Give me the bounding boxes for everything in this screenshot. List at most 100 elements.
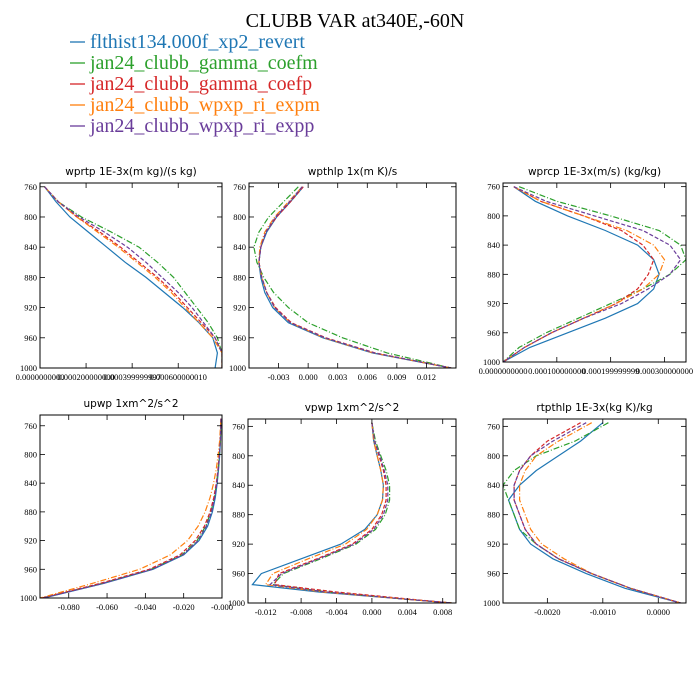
x-tick-label: 0.000399999997: [103, 372, 160, 382]
series-line: [273, 422, 452, 603]
y-tick-label: 960: [24, 564, 37, 574]
x-tick-label: -0.000: [211, 602, 233, 612]
series-line: [507, 422, 681, 603]
series-line: [44, 186, 222, 368]
y-tick-label: 920: [487, 299, 500, 309]
y-tick-label: 800: [24, 449, 37, 459]
series-line: [41, 418, 222, 598]
y-tick-label: 1000: [228, 598, 245, 608]
panel-5: vpwp 1xm^2/s^2 760 800 840 880 920 960 1000 -0.0…: [228, 402, 457, 617]
x-tick-label: 0.000600000010: [150, 372, 207, 382]
x-tick-label: -0.080: [58, 602, 80, 612]
plot-frame: [502, 418, 687, 604]
series-line: [513, 422, 681, 603]
plot-frame: [248, 182, 457, 369]
y-tick-label: 960: [232, 569, 245, 579]
x-tick-label: 0.000199999999: [582, 366, 639, 376]
series-group: [253, 186, 452, 368]
series-group: [503, 186, 686, 362]
plot-frame: [502, 182, 687, 363]
x-tick-label: 0.009: [387, 372, 406, 382]
legend-entry: jan24_clubb_gamma_coefp: [70, 73, 312, 95]
x-tick-label: 0.000100000000: [528, 366, 585, 376]
x-tick-label: 0.008: [433, 607, 452, 617]
y-tick-label: 1000: [483, 598, 500, 608]
y-tick-label: 880: [487, 510, 500, 520]
series-line: [44, 186, 219, 368]
y-tick-label: 760: [233, 182, 246, 192]
x-tick-label: -0.040: [134, 602, 156, 612]
series-line: [42, 418, 222, 598]
x-tick-label: 0.004: [398, 607, 418, 617]
y-tick-label: 800: [233, 212, 246, 222]
y-tick-label: 840: [232, 480, 245, 490]
series-line: [258, 186, 452, 368]
y-tick-label: 760: [232, 421, 245, 431]
y-tick-label: 1000: [483, 357, 500, 367]
panel-title: wpthlp 1x(m K)/s: [308, 166, 398, 178]
series-line: [44, 186, 222, 368]
plot-frame: [39, 414, 223, 599]
x-tick-label: -0.0010: [590, 607, 616, 617]
figure-title: CLUBB VAR at340E,-60N: [246, 10, 465, 32]
panel-title: upwp 1xm^2/s^2: [84, 398, 179, 410]
series-line: [258, 186, 452, 368]
series-line: [503, 186, 682, 362]
legend-label: jan24_clubb_gamma_coefp: [89, 73, 312, 95]
x-tick-label: -0.012: [255, 607, 277, 617]
series-group: [251, 422, 452, 603]
panel-6: rtpthlp 1E-3x(kg K)/kg 760 800 840 880 920 960…: [483, 402, 687, 617]
plot-frame: [247, 418, 457, 604]
x-tick-label: 0.0000: [647, 607, 670, 617]
y-tick-label: 920: [24, 536, 37, 546]
y-tick-label: 800: [487, 451, 500, 461]
x-tick-label: -0.004: [326, 607, 349, 617]
y-tick-label: 960: [487, 569, 500, 579]
x-tick-label: 0.000: [299, 372, 318, 382]
y-tick-label: 840: [487, 240, 500, 250]
series-line: [258, 186, 452, 368]
panel-title: rtpthlp 1E-3x(kg K)/kg: [536, 402, 652, 414]
series-line: [40, 418, 222, 598]
series-line: [258, 186, 452, 368]
series-line: [503, 186, 686, 362]
y-tick-label: 920: [24, 303, 37, 313]
x-tick-label: 0.006: [358, 372, 377, 382]
y-tick-label: 800: [487, 211, 500, 221]
series-line: [253, 186, 452, 368]
series-group: [44, 186, 222, 368]
series-line: [503, 186, 660, 362]
x-tick-label: 0.0000000000: [479, 366, 528, 376]
x-tick-label: 0.003: [328, 372, 347, 382]
x-tick-label: 0.0000000000: [16, 372, 65, 382]
y-tick-label: 760: [24, 182, 37, 192]
y-tick-label: 800: [24, 212, 37, 222]
y-tick-label: 760: [487, 421, 500, 431]
series-line: [518, 422, 681, 603]
legend-label: jan24_clubb_gamma_coefm: [89, 52, 318, 74]
series-group: [40, 418, 222, 598]
series-line: [41, 418, 222, 598]
panel-3: wprcp 1E-3x(m/s) (kg/kg) 760 800 840 880 920 9…: [479, 166, 694, 376]
x-tick-label: -0.003: [268, 372, 290, 382]
y-tick-label: 800: [232, 451, 245, 461]
y-tick-label: 880: [233, 272, 246, 282]
y-tick-label: 960: [24, 333, 37, 343]
y-tick-label: 1000: [20, 363, 37, 373]
y-tick-label: 1000: [20, 593, 37, 603]
y-tick-label: 760: [24, 421, 37, 431]
legend-entry: jan24_clubb_wpxp_ri_expm: [70, 94, 320, 116]
y-tick-label: 880: [487, 269, 500, 279]
panel-title: wprcp 1E-3x(m/s) (kg/kg): [528, 166, 661, 178]
plot-frame: [39, 182, 223, 369]
series-group: [503, 422, 681, 603]
series-line: [251, 422, 452, 603]
y-tick-label: 920: [232, 539, 245, 549]
legend-entry: jan24_clubb_gamma_coefm: [70, 52, 318, 74]
y-tick-label: 840: [487, 480, 500, 490]
x-tick-label: -0.060: [96, 602, 118, 612]
y-tick-label: 760: [487, 182, 500, 192]
panel-1: wprtp 1E-3x(m kg)/(s kg) 760 800 840 880 920 9…: [16, 166, 223, 382]
panels-grid: wprtp 1E-3x(m kg)/(s kg) 760 800 840 880 920 9…: [16, 166, 694, 617]
